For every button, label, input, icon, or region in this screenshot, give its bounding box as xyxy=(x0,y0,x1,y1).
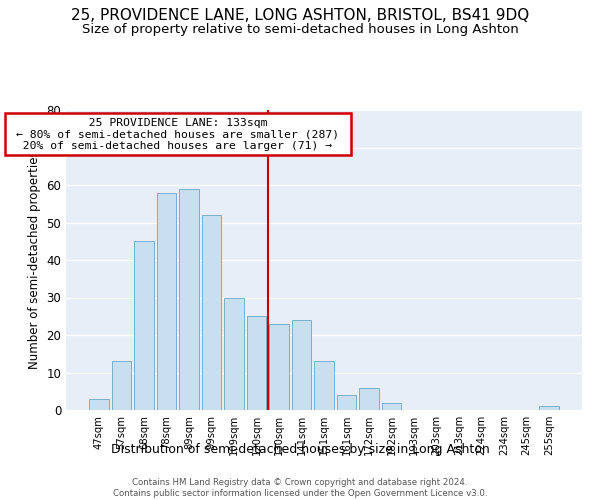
Text: Size of property relative to semi-detached houses in Long Ashton: Size of property relative to semi-detach… xyxy=(82,22,518,36)
Bar xyxy=(269,324,289,410)
Bar xyxy=(337,395,356,410)
Bar xyxy=(539,406,559,410)
Text: 25 PROVIDENCE LANE: 133sqm  
← 80% of semi-detached houses are smaller (287)
  2: 25 PROVIDENCE LANE: 133sqm ← 80% of semi… xyxy=(10,118,346,150)
Bar xyxy=(202,215,221,410)
Text: 25, PROVIDENCE LANE, LONG ASHTON, BRISTOL, BS41 9DQ: 25, PROVIDENCE LANE, LONG ASHTON, BRISTO… xyxy=(71,8,529,22)
Bar xyxy=(134,242,154,410)
Bar xyxy=(314,361,334,410)
Bar xyxy=(247,316,266,410)
Text: Distribution of semi-detached houses by size in Long Ashton: Distribution of semi-detached houses by … xyxy=(110,444,490,456)
Y-axis label: Number of semi-detached properties: Number of semi-detached properties xyxy=(28,150,41,370)
Bar xyxy=(112,361,131,410)
Bar xyxy=(292,320,311,410)
Bar xyxy=(89,399,109,410)
Bar xyxy=(382,402,401,410)
Text: Contains HM Land Registry data © Crown copyright and database right 2024.
Contai: Contains HM Land Registry data © Crown c… xyxy=(113,478,487,498)
Bar xyxy=(157,192,176,410)
Bar xyxy=(179,188,199,410)
Bar xyxy=(224,298,244,410)
Bar xyxy=(359,388,379,410)
